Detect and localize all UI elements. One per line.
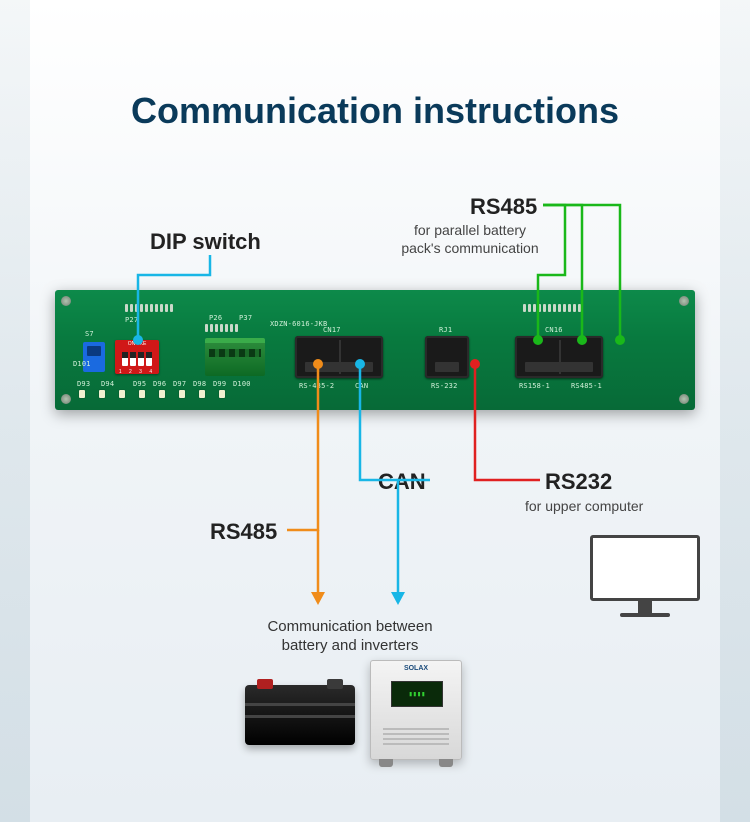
silk-d96: D96 — [153, 380, 166, 388]
silk-d99: D99 — [213, 380, 226, 388]
terminal-block-green — [205, 338, 265, 376]
label-bottom-caption: Communication between battery and invert… — [245, 618, 455, 656]
led-row — [79, 390, 225, 398]
silk-p37: P37 — [239, 314, 252, 322]
silk-rs232: RS-232 — [431, 382, 458, 390]
dip-numbers: 1 2 3 4 — [115, 369, 159, 375]
label-dip-switch: DIP switch — [150, 230, 261, 254]
monitor-icon — [590, 535, 700, 625]
pcb-board: P27 P26 P37 XDZN-6016-JKB S7 ON · KE 1 2… — [55, 290, 695, 410]
silk-rs158: RS158-1 — [519, 382, 550, 390]
silk-d101: D101 — [73, 360, 91, 368]
label-rs485-top: RS485 — [470, 195, 537, 219]
silk-model: XDZN-6016-JKB — [270, 320, 327, 328]
silk-can: CAN — [355, 382, 368, 390]
port-rs232 — [425, 336, 469, 378]
silk-d98: D98 — [193, 380, 206, 388]
pin-header — [125, 304, 173, 312]
silk-p27: P27 — [125, 316, 138, 324]
battery-icon — [245, 685, 355, 745]
port-rs485-can-dual — [295, 336, 383, 378]
silk-rs485-1: RS485-1 — [571, 382, 602, 390]
inverter-icon: SOLAX ▮▮▮▮ — [370, 660, 462, 760]
label-rs232: RS232 — [545, 470, 612, 494]
silk-rs485-2: RS-485-2 — [299, 382, 334, 390]
silk-d95: D95 — [133, 380, 146, 388]
silk-d100: D100 — [233, 380, 251, 388]
dip-switch-component: ON · KE 1 2 3 4 — [115, 340, 159, 374]
silk-p26: P26 — [209, 314, 222, 322]
label-can: CAN — [378, 470, 426, 494]
silk-d94: D94 — [101, 380, 114, 388]
silk-cn16: CN16 — [545, 326, 563, 334]
silk-s7: S7 — [85, 330, 94, 338]
pin-header — [205, 324, 238, 332]
silk-d93: D93 — [77, 380, 90, 388]
silk-cn17: CN17 — [323, 326, 341, 334]
screw-icon — [679, 394, 689, 404]
dip-top-text: ON · KE — [115, 341, 159, 347]
pin-header — [523, 304, 581, 312]
inverter-brand: SOLAX — [371, 665, 461, 672]
label-rs485-bottom: RS485 — [210, 520, 277, 544]
silk-d97: D97 — [173, 380, 186, 388]
label-rs485-top-sub: for parallel battery pack's communicatio… — [390, 222, 550, 257]
port-rs485-dual — [515, 336, 603, 378]
label-rs232-sub: for upper computer — [525, 498, 643, 516]
silk-rj1: RJ1 — [439, 326, 452, 334]
screw-icon — [679, 296, 689, 306]
page-title: Communication instructions — [0, 90, 750, 132]
